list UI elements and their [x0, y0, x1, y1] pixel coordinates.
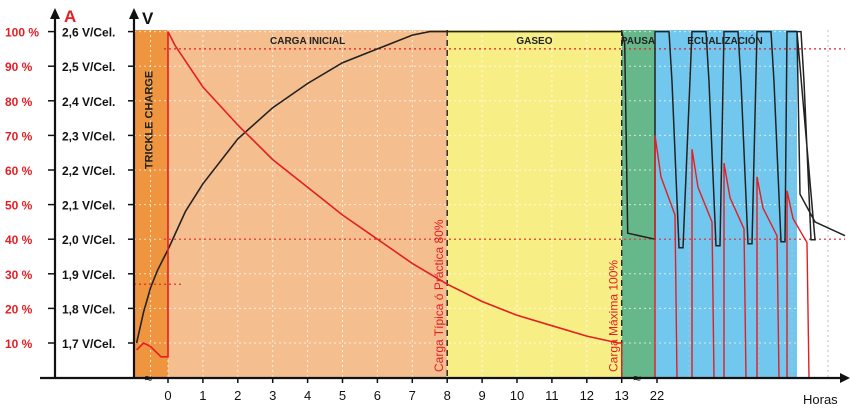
current-curve-equalization	[621, 135, 810, 379]
y-tick-amp: 70 %	[5, 129, 33, 143]
x-tick-label: 22	[650, 388, 664, 403]
phase-band	[447, 30, 622, 378]
volt-axis-title: V	[142, 9, 154, 28]
x-tick-label: 2	[234, 388, 241, 403]
x-tick-label: 12	[580, 388, 594, 403]
x-tick-label: 3	[269, 388, 276, 403]
y-tick-volt: 2,2 V/Cel.	[62, 164, 115, 178]
y-tick-volt: 2,6 V/Cel.	[62, 26, 115, 40]
y-tick-volt: 2,1 V/Cel.	[62, 199, 115, 213]
annotation: Carga Máxima 100%	[607, 260, 621, 372]
x-tick-label: 11	[545, 388, 559, 403]
x-tick-label: 8	[444, 388, 451, 403]
y-tick-volt: 2,4 V/Cel.	[62, 95, 115, 109]
y-tick-amp: 80 %	[5, 95, 33, 109]
amp-axis-title: A	[64, 7, 76, 26]
y-tick-amp: 50 %	[5, 199, 33, 213]
amp-axis-arrow	[50, 8, 60, 19]
voltage-curve-equalization	[620, 30, 846, 249]
y-tick-amp: 100 %	[5, 26, 39, 40]
phase-band	[655, 30, 797, 378]
x-tick-label: 9	[478, 388, 485, 403]
x-tick-label: 7	[409, 388, 416, 403]
y-tick-amp: 40 %	[5, 233, 33, 247]
y-tick-amp: 60 %	[5, 164, 33, 178]
x-tick-label: 1	[199, 388, 206, 403]
y-tick-volt: 2,5 V/Cel.	[62, 60, 115, 74]
y-tick-amp: 90 %	[5, 60, 33, 74]
annotation: Carga Típica ó Práctica 80%	[432, 219, 446, 372]
y-tick-volt: 2,3 V/Cel.	[62, 129, 115, 143]
y-tick-amp: 10 %	[5, 337, 33, 351]
x-tick-label: 6	[374, 388, 381, 403]
y-tick-volt: 2,0 V/Cel.	[62, 233, 115, 247]
x-tick-label: 4	[304, 388, 311, 403]
y-tick-volt: 1,7 V/Cel.	[62, 337, 115, 351]
x-tick-label: 13	[614, 388, 628, 403]
phase-label: CARGA INICIAL	[270, 36, 345, 47]
axis-break-mark: ≈	[633, 370, 641, 386]
x-tick-label: 5	[339, 388, 346, 403]
x-tick-label: 10	[510, 388, 524, 403]
current-curve	[136, 31, 622, 358]
y-tick-amp: 20 %	[5, 302, 33, 316]
phase-label: PAUSA	[621, 36, 655, 47]
x-tick-label: 0	[164, 388, 171, 403]
phase-label: GASEO	[516, 36, 552, 47]
x-axis-title: Horas	[803, 392, 838, 407]
y-tick-volt: 1,9 V/Cel.	[62, 268, 115, 282]
x-axis-arrow	[840, 373, 850, 383]
y-tick-amp: 30 %	[5, 268, 33, 282]
phase-label: ECUALIZACIÓN	[687, 34, 763, 47]
y-tick-volt: 1,8 V/Cel.	[62, 302, 115, 316]
voltage-curve	[135, 30, 622, 344]
phase-label-trickle: TRICKLE CHARGE	[143, 71, 155, 169]
axis-break-mark: ≈	[145, 370, 153, 386]
volt-axis-arrow	[129, 8, 139, 19]
